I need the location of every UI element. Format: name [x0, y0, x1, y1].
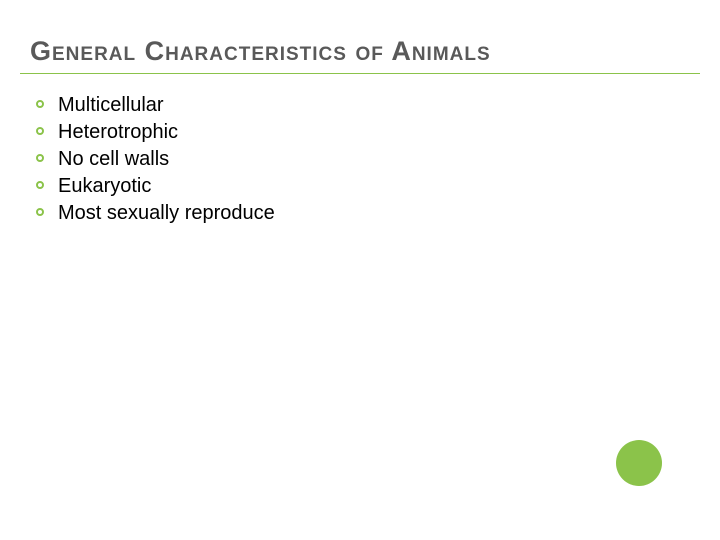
- list-item: Heterotrophic: [58, 119, 700, 146]
- list-item: Eukaryotic: [58, 173, 700, 200]
- list-item: No cell walls: [58, 146, 700, 173]
- accent-circle-icon: [616, 440, 662, 486]
- slide: General Characteristics of Animals Multi…: [20, 20, 700, 520]
- list-item: Most sexually reproduce: [58, 200, 700, 227]
- slide-title: General Characteristics of Animals: [20, 20, 700, 74]
- bullet-list: Multicellular Heterotrophic No cell wall…: [20, 92, 700, 227]
- list-item: Multicellular: [58, 92, 700, 119]
